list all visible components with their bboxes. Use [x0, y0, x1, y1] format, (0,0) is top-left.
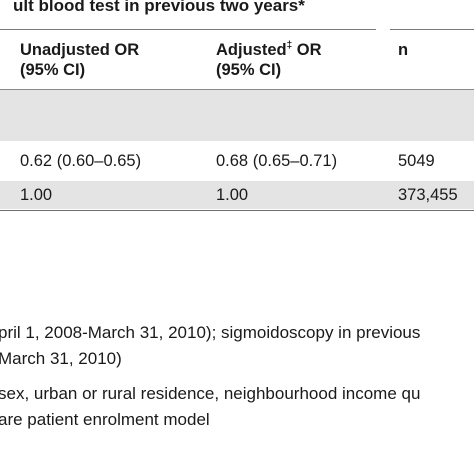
row2-unadjusted: 1.00 [20, 186, 53, 204]
footnote-mark-double-dagger: ‡ [286, 40, 293, 51]
top-rule [0, 29, 376, 30]
row1-adjusted: 0.68 (0.65–0.71) [216, 152, 338, 170]
row1-unadjusted: 0.62 (0.60–0.65) [20, 152, 142, 170]
header-rule [0, 89, 474, 90]
row2-shade [0, 181, 474, 209]
header-n: n [398, 41, 409, 59]
table-title: ult blood test in previous two years* [13, 0, 305, 15]
footnote-line: pril 1, 2008-March 31, 2010); sigmoidosc… [0, 323, 421, 342]
header-unadjusted: Unadjusted OR (95% CI) [20, 41, 140, 79]
header-shade [0, 89, 474, 141]
footnote-line: are patient enrolment model [0, 410, 210, 429]
row1-n: 5049 [398, 152, 435, 170]
footnote-line: March 31, 2010) [0, 349, 122, 368]
footnote-line: sex, urban or rural residence, neighbour… [0, 384, 421, 403]
row2-adjusted: 1.00 [216, 186, 249, 204]
top-rule-right [390, 29, 474, 30]
bottom-rule [0, 210, 474, 211]
header-adjusted: Adjusted‡ OR (95% CI) [216, 40, 322, 80]
row2-n: 373,455 [398, 186, 458, 204]
